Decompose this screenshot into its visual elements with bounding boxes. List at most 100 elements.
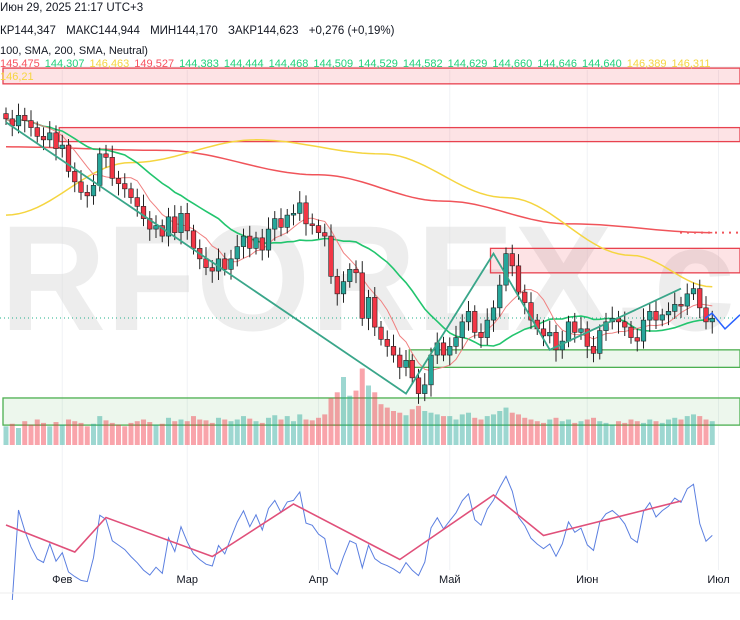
candle <box>653 301 659 330</box>
candle-body <box>209 267 215 272</box>
candle-body <box>303 202 309 225</box>
candle <box>28 110 34 137</box>
candle-body <box>59 144 65 149</box>
candle-body <box>265 228 272 251</box>
candle-body <box>65 144 72 172</box>
candle <box>328 224 334 284</box>
volume-bar <box>341 377 346 445</box>
candle <box>484 308 490 346</box>
x-axis-label: Май <box>439 574 461 586</box>
candle <box>628 320 634 344</box>
candle <box>390 334 397 363</box>
candle-body <box>659 314 665 321</box>
candle <box>109 145 115 186</box>
candle <box>84 184 90 208</box>
candle <box>497 274 503 317</box>
indicator-legend: 100, SMA, 200, SMA, Neutral) 145,475 144,… <box>0 45 736 84</box>
forecast-line <box>704 312 740 330</box>
indicator-value: 144,582 <box>402 58 443 70</box>
candle <box>353 260 359 284</box>
volume-bar <box>647 419 653 445</box>
candle <box>297 191 303 221</box>
candle-body <box>40 136 47 141</box>
candle-body <box>603 321 609 331</box>
candle-body <box>234 246 240 260</box>
indicator-value: 144,529 <box>358 58 398 70</box>
resistance-zone <box>489 247 740 274</box>
candle <box>584 321 590 359</box>
volume-bar <box>628 419 634 445</box>
volume-bar <box>153 424 159 445</box>
volume-bar <box>584 419 590 445</box>
volume-bar <box>403 415 409 445</box>
candle <box>278 208 284 237</box>
resistance-zone <box>58 126 740 143</box>
candle-body <box>703 307 709 323</box>
candle <box>690 282 697 300</box>
candle <box>472 305 478 339</box>
candle-body <box>709 318 715 323</box>
candle <box>59 134 65 158</box>
volume-bar <box>84 426 90 445</box>
candle-body <box>515 265 522 293</box>
volume-bar <box>678 419 684 445</box>
volume-bar <box>116 424 121 445</box>
volume-bar <box>597 421 603 445</box>
volume-bar <box>672 417 678 445</box>
volume-bar <box>297 414 303 445</box>
volume-bar <box>184 421 190 445</box>
candle <box>478 323 484 348</box>
candle <box>253 231 259 255</box>
candle <box>603 312 609 341</box>
volume-bar <box>372 392 378 445</box>
candle-body <box>384 339 390 347</box>
volume-bar <box>434 414 440 445</box>
candle <box>403 350 409 377</box>
candle-body <box>109 157 115 179</box>
candle <box>153 215 159 239</box>
oscillator-zigzag-line <box>5 494 682 561</box>
candle <box>553 324 559 362</box>
volume-bar <box>291 421 296 445</box>
candle-body <box>128 188 134 198</box>
candle-body <box>15 115 22 127</box>
candle <box>184 203 190 240</box>
candle-body <box>584 328 590 347</box>
volume-bar <box>266 417 271 445</box>
close-value: ЗАКР144,623 <box>228 25 299 37</box>
candle <box>22 107 28 133</box>
sma-short-line <box>5 118 713 372</box>
candle <box>672 292 678 319</box>
indicator-value: 144,646 <box>537 58 577 70</box>
open-value: КР144,347 <box>0 25 56 37</box>
candle-body <box>522 291 528 303</box>
candle-body <box>365 297 372 319</box>
volume-bar <box>503 407 509 445</box>
indicator-value: 149,527 <box>134 58 175 70</box>
candle <box>365 289 372 331</box>
candle <box>34 121 40 143</box>
volume-bar <box>316 417 321 445</box>
candle-body <box>503 253 509 286</box>
candle-body <box>459 321 465 338</box>
candle-body <box>415 377 422 394</box>
candle <box>265 217 272 258</box>
volume-bar <box>97 416 103 445</box>
volume-bar <box>109 422 115 445</box>
candle <box>590 336 597 363</box>
volume-bar <box>309 420 315 445</box>
volume-bar <box>491 414 496 445</box>
candle <box>453 325 459 354</box>
candle-body <box>322 232 328 237</box>
candle <box>465 301 472 331</box>
candle-body <box>278 218 284 228</box>
candle-body <box>628 326 634 338</box>
candle <box>65 138 72 178</box>
volume-bar <box>284 416 290 445</box>
candle-body <box>190 230 197 249</box>
candle-body <box>353 269 359 274</box>
volume-bar <box>422 411 428 445</box>
volume-bar <box>322 414 328 445</box>
candle <box>47 121 53 148</box>
